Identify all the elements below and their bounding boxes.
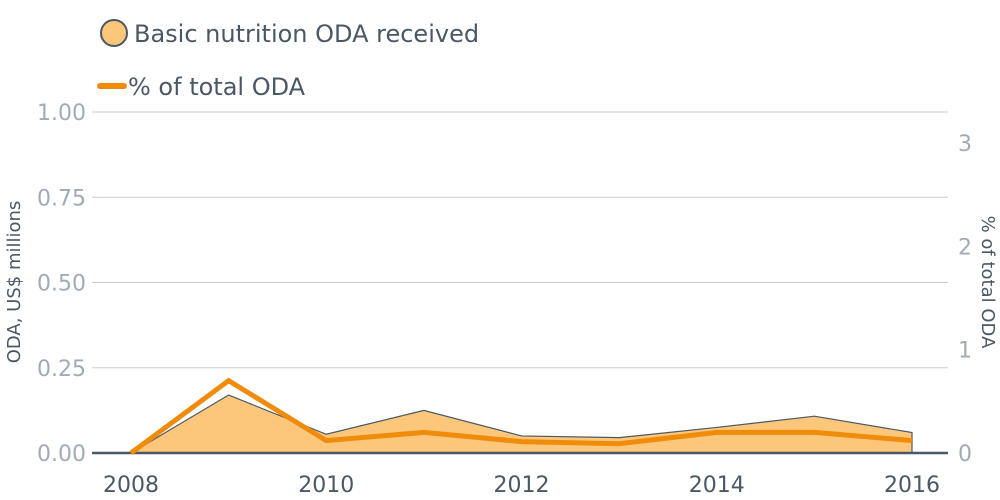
legend-area-label: Basic nutrition ODA received	[134, 20, 479, 48]
legend-line-label: % of total ODA	[128, 73, 306, 101]
y2-tick-label: 3	[958, 132, 972, 157]
y-tick-label: 0.25	[37, 357, 86, 382]
y2-tick-label: 1	[958, 339, 972, 364]
y-tick-label: 1.00	[37, 101, 86, 126]
grid	[92, 111, 948, 369]
legend-area-swatch	[100, 19, 128, 47]
y2-axis-ticks: 0 1 2 3	[958, 132, 972, 467]
line-series	[129, 377, 913, 456]
y2-tick-label: 0	[958, 442, 972, 467]
y-tick-label: 0.50	[37, 272, 86, 297]
x-axis-ticks: 2008 2010 2012 2014 2016	[103, 473, 940, 498]
y-axis-ticks: 0.00 0.25 0.50 0.75 1.00	[37, 101, 86, 467]
y-axis-label: ODA, US$ millions	[4, 201, 25, 364]
x-tick-label: 2012	[494, 473, 550, 498]
x-tick-label: 2010	[298, 473, 354, 498]
x-tick-label: 2016	[884, 473, 940, 498]
y2-axis-label: % of total ODA	[977, 216, 998, 349]
y-tick-label: 0.00	[37, 442, 86, 467]
y2-tick-label: 2	[958, 235, 972, 260]
x-tick-label: 2014	[689, 473, 745, 498]
x-tick-label: 2008	[103, 473, 159, 498]
y-tick-label: 0.75	[37, 186, 86, 211]
legend: Basic nutrition ODA received % of total …	[97, 19, 479, 101]
area-series	[128, 394, 913, 454]
